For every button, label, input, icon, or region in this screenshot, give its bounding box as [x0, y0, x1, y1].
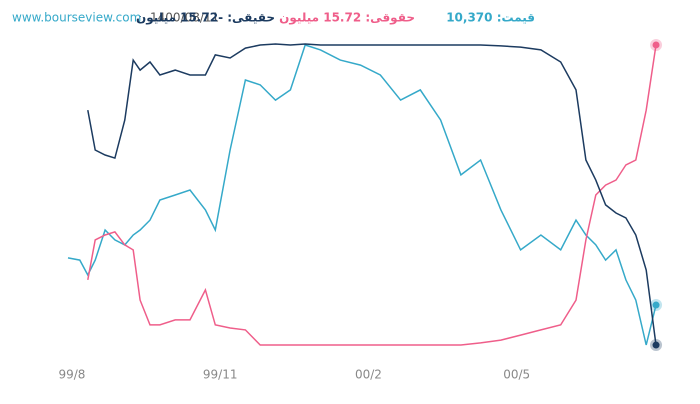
- x-tick-label: 00/2: [355, 368, 382, 382]
- end-marker: [652, 341, 660, 349]
- x-tick-label: 99/8: [58, 368, 85, 382]
- series-line: [67, 44, 657, 346]
- legend-entry: حقیقی: -15.72 میلیون: [136, 11, 275, 26]
- x-tick-label: 00/5: [503, 368, 530, 382]
- series-line: [87, 44, 657, 346]
- date: 1400/08/11: [150, 11, 219, 25]
- series-line: [87, 43, 657, 346]
- end-marker: [652, 301, 660, 309]
- legend-entry: حقوقی: 15.72 میلیون: [279, 11, 415, 26]
- end-marker: [652, 41, 660, 49]
- x-tick-label: 99/11: [203, 368, 238, 382]
- legend-entry: قیمت: 10,370: [446, 11, 535, 25]
- site-link[interactable]: www.bourseview.com: [12, 11, 141, 25]
